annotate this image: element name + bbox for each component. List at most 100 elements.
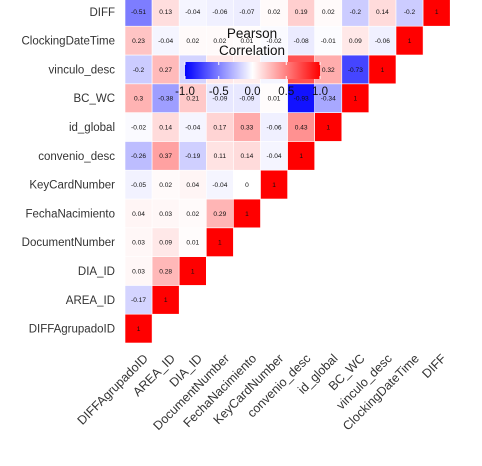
heatmap-cell-id_global-DIFFAgrupadoID <box>124 112 153 142</box>
cell-value-convenio_desc-KeyCardNumber: -0.04 <box>267 153 282 160</box>
cell-value-DIA_ID-AREA_ID: 0.28 <box>159 268 172 275</box>
color-legend: Pearson Correlation -1.0 -0.5 0.0 0.5 1.0 <box>175 26 328 98</box>
heatmap-cell-ClockingDateTime-DocumentNumber <box>206 25 234 56</box>
heatmap-cell-DIFF-id_global <box>314 0 343 27</box>
cell-value-ClockingDateTime-DocumentNumber: 0.02 <box>213 38 226 45</box>
cell-value-ClockingDateTime-DIFFAgrupadoID: 0.23 <box>132 38 145 45</box>
y-tick-label-DIFF: DIFF <box>89 7 115 19</box>
legend-tick-label: -0.5 <box>209 86 229 98</box>
heatmap-cell-AREA_ID-DIFFAgrupadoID <box>124 285 153 315</box>
y-tick-label-BC_WC: BC_WC <box>73 93 115 105</box>
cell-value-BC_WC-id_global: -0.34 <box>321 96 336 103</box>
heatmap-cell-FechaNacimiento-FechaNacimiento <box>233 198 261 229</box>
heatmap-cell-DIFF-DIFFAgrupadoID <box>124 0 153 27</box>
cell-value-FechaNacimiento-DIA_ID: 0.02 <box>186 211 199 218</box>
cell-value-DIA_ID-DIA_ID: 1 <box>191 268 195 275</box>
heatmap-cell-ClockingDateTime-FechaNacimiento <box>233 25 261 56</box>
cell-value-BC_WC-AREA_ID: -0.38 <box>158 96 173 103</box>
cell-value-vinculo_desc-DIFFAgrupadoID: -0.2 <box>133 67 145 74</box>
legend-tick-label: 0.0 <box>245 86 261 98</box>
cell-value-ClockingDateTime-BC_WC: 0.09 <box>349 38 362 45</box>
cell-value-BC_WC-KeyCardNumber: 0.01 <box>268 96 281 103</box>
cell-value-BC_WC-DocumentNumber: -0.09 <box>212 96 227 103</box>
cell-value-KeyCardNumber-KeyCardNumber: 1 <box>272 182 276 189</box>
cell-value-ClockingDateTime-convenio_desc: -0.08 <box>294 38 309 45</box>
cell-value-ClockingDateTime-AREA_ID: -0.04 <box>158 38 173 45</box>
cell-value-FechaNacimiento-DocumentNumber: 0.29 <box>213 211 226 218</box>
heatmap-cell-vinculo_desc-DIFFAgrupadoID <box>124 54 153 85</box>
cell-value-ClockingDateTime-FechaNacimiento: 0.01 <box>241 38 254 45</box>
heatmap-cell-ClockingDateTime-vinculo_desc <box>368 25 397 56</box>
heatmap-cell-ClockingDateTime-DIFFAgrupadoID <box>124 25 153 56</box>
cell-value-DIFF-DIFFAgrupadoID: -0.51 <box>131 9 146 16</box>
cell-value-id_global-AREA_ID: 0.14 <box>159 124 172 131</box>
legend-title-line1: Pearson <box>227 26 277 41</box>
legend-tick-label: -1.0 <box>175 86 195 98</box>
y-axis-labels: DIFFAgrupadoID AREA_ID DIA_ID DocumentNumbe… <box>21 7 115 336</box>
heatmap-cell-DocumentNumber-DocumentNumber <box>206 227 234 257</box>
heatmap-cell-KeyCardNumber-FechaNacimiento <box>233 169 261 200</box>
cell-value-DIA_ID-DIFFAgrupadoID: 0.03 <box>132 268 145 275</box>
legend-tick-label: 0.5 <box>278 86 294 98</box>
heatmap-cell-KeyCardNumber-DIFFAgrupadoID <box>124 169 153 200</box>
heatmap-cell-DocumentNumber-DIFFAgrupadoID <box>124 227 153 257</box>
cell-value-DocumentNumber-DIFFAgrupadoID: 0.03 <box>132 240 145 247</box>
cell-value-DIFF-DIA_ID: -0.04 <box>185 9 200 16</box>
cell-value-DIFF-AREA_ID: 0.13 <box>159 9 172 16</box>
cell-value-convenio_desc-AREA_ID: 0.37 <box>159 153 172 160</box>
y-tick-label-FechaNacimiento: FechaNacimiento <box>26 208 115 220</box>
cell-value-id_global-DIFFAgrupadoID: -0.02 <box>131 124 146 131</box>
cell-value-DIFF-convenio_desc: 0.19 <box>295 9 308 16</box>
cell-value-DocumentNumber-DocumentNumber: 1 <box>218 240 222 247</box>
cell-value-BC_WC-DIA_ID: 0.21 <box>186 96 199 103</box>
heatmap-cell-DIFF-DocumentNumber <box>206 0 234 27</box>
cell-value-DocumentNumber-AREA_ID: 0.09 <box>159 240 172 247</box>
heatmap-cell-ClockingDateTime-KeyCardNumber <box>260 25 288 56</box>
cell-value-AREA_ID-DIFFAgrupadoID: -0.17 <box>131 297 146 304</box>
y-tick-label-DIA_ID: DIA_ID <box>78 266 115 278</box>
heatmap-cell-id_global-convenio_desc <box>287 112 316 142</box>
cell-value-vinculo_desc-vinculo_desc: 1 <box>381 67 385 74</box>
heatmap-cell-DIA_ID-AREA_ID <box>151 256 180 286</box>
heatmap-cell-DIFF-FechaNacimiento <box>233 0 261 27</box>
cell-value-FechaNacimiento-AREA_ID: 0.03 <box>159 211 172 218</box>
heatmap-cell-DIFF-convenio_desc <box>287 0 316 27</box>
y-tick-label-convenio_desc: convenio_desc <box>38 151 115 163</box>
cell-value-KeyCardNumber-FechaNacimiento: 0 <box>245 182 249 189</box>
cell-value-KeyCardNumber-DIA_ID: 0.04 <box>186 182 199 189</box>
cell-value-id_global-convenio_desc: 0.43 <box>295 124 308 131</box>
cell-value-BC_WC-FechaNacimiento: -0.09 <box>239 96 254 103</box>
cell-value-convenio_desc-DIA_ID: -0.19 <box>185 153 200 160</box>
cell-value-KeyCardNumber-DIFFAgrupadoID: -0.05 <box>131 182 146 189</box>
cell-value-DIFF-DIFF: 1 <box>435 9 439 16</box>
x-tick-label-DIFF: DIFF <box>419 351 449 381</box>
cell-value-AREA_ID-AREA_ID: 1 <box>164 297 168 304</box>
heatmap-cell-FechaNacimiento-AREA_ID <box>151 198 180 229</box>
cell-value-FechaNacimiento-DIFFAgrupadoID: 0.04 <box>132 211 145 218</box>
heatmap-cell-BC_WC-AREA_ID <box>151 83 180 113</box>
cell-value-convenio_desc-DIFFAgrupadoID: -0.26 <box>131 153 146 160</box>
heatmap-cell-id_global-id_global <box>314 112 343 142</box>
cell-value-id_global-DIA_ID: -0.04 <box>185 124 200 131</box>
cell-value-convenio_desc-convenio_desc: 1 <box>299 153 303 160</box>
cell-value-vinculo_desc-id_global: 0.32 <box>322 67 335 74</box>
x-axis-labels: DIFFAgrupadoIDAREA_IDDIA_IDDocumentNumbe… <box>75 351 450 433</box>
heatmap-cells: 1-0.17 10.03 0.28 10.03 0.09 0.01 10.04 0.03 0.0… <box>124 0 451 344</box>
heatmap-cell-KeyCardNumber-DIA_ID <box>178 169 207 200</box>
heatmap-cell-KeyCardNumber-DocumentNumber <box>206 169 234 200</box>
heatmap-cell-DIFF-AREA_ID <box>151 0 180 27</box>
cell-value-ClockingDateTime-id_global: -0.01 <box>321 38 336 45</box>
cell-value-BC_WC-convenio_desc: -0.93 <box>294 96 309 103</box>
cell-value-id_global-KeyCardNumber: -0.06 <box>267 124 282 131</box>
heatmap-cell-convenio_desc-DocumentNumber <box>206 141 234 171</box>
legend-title-line2: Correlation <box>219 43 285 58</box>
cell-value-DIFF-DocumentNumber: -0.06 <box>212 9 227 16</box>
y-tick-label-ClockingDateTime: ClockingDateTime <box>21 36 115 48</box>
y-tick-label-DocumentNumber: DocumentNumber <box>22 237 115 249</box>
cell-value-id_global-FechaNacimiento: 0.33 <box>241 124 254 131</box>
heatmap-cell-DIA_ID-DIA_ID <box>178 256 207 286</box>
cell-value-convenio_desc-FechaNacimiento: 0.14 <box>241 153 254 160</box>
cell-value-BC_WC-DIFFAgrupadoID: 0.3 <box>134 96 143 103</box>
heatmap-cell-DIFF-ClockingDateTime <box>395 0 424 27</box>
heatmap-cell-DIFFAgrupadoID-DIFFAgrupadoID <box>124 313 153 344</box>
